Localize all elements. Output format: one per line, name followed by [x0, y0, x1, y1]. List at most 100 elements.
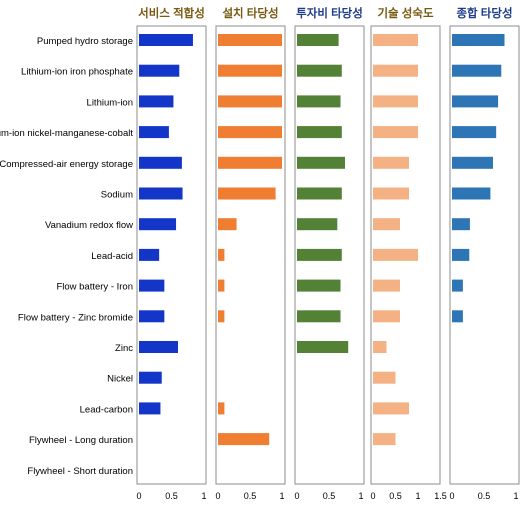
category-label: Lead-acid — [91, 251, 133, 262]
bar — [297, 341, 349, 353]
bar — [373, 310, 400, 323]
bar — [218, 64, 282, 77]
bar — [373, 34, 418, 46]
tick-label: 0 — [136, 491, 141, 501]
tick-label: 0.5 — [478, 491, 491, 501]
tick-label: 1.5 — [434, 491, 447, 501]
bar — [373, 64, 418, 77]
bar — [452, 156, 493, 169]
bar — [139, 248, 160, 261]
bar — [139, 402, 161, 415]
bar — [218, 402, 225, 415]
tick-label: 1 — [358, 491, 363, 501]
bar — [373, 371, 396, 384]
bar — [373, 156, 409, 169]
bar — [139, 95, 174, 108]
panel-frame — [136, 25, 207, 485]
tick-label: 0 — [449, 491, 454, 501]
category-label: Flow battery - Iron — [56, 282, 133, 293]
bar — [297, 187, 342, 200]
bar — [139, 34, 193, 46]
panel-frame — [215, 25, 286, 485]
bar — [452, 218, 470, 231]
panel-title: 종합 타당성 — [456, 6, 512, 20]
bar — [297, 310, 341, 323]
bar — [139, 279, 165, 292]
bar — [139, 341, 178, 353]
bar — [139, 218, 177, 231]
bar — [218, 187, 276, 200]
category-label: Lead-carbon — [80, 404, 133, 415]
tick-label: 0.5 — [165, 491, 178, 501]
bar — [373, 248, 418, 261]
bar — [218, 218, 237, 231]
category-label: Flywheel - Long duration — [29, 435, 133, 446]
category-label: Lithium-ion iron phosphate — [21, 67, 133, 78]
tick-label: 0.5 — [389, 491, 402, 501]
bar — [218, 156, 282, 169]
bar — [139, 156, 182, 169]
bar — [218, 279, 225, 292]
tick-label: 0.5 — [323, 491, 336, 501]
bar — [373, 433, 396, 446]
category-label: Nickel — [107, 374, 133, 385]
tick-label: 1 — [513, 491, 518, 501]
bar — [452, 310, 463, 323]
panel-title: 서비스 적합성 — [138, 6, 205, 20]
bar — [139, 126, 169, 139]
category-label: Sodium — [101, 190, 133, 201]
bar — [373, 95, 418, 108]
bar — [218, 310, 225, 323]
category-label: Lithium-ion nickel-manganese-cobalt — [0, 128, 133, 139]
panel-title: 투자비 타당성 — [296, 6, 363, 20]
category-label: Lithium-ion — [87, 97, 133, 108]
tick-label: 0.5 — [244, 491, 257, 501]
bar — [373, 402, 409, 415]
bar — [452, 126, 497, 139]
bar — [452, 95, 499, 108]
bar — [218, 95, 282, 108]
tick-label: 1 — [415, 491, 420, 501]
tick-label: 1 — [201, 491, 206, 501]
bar — [373, 187, 409, 200]
bar — [297, 218, 338, 231]
panel-frame — [449, 25, 520, 485]
category-label: Compressed-air energy storage — [0, 159, 133, 170]
bar — [218, 126, 282, 139]
bar — [373, 279, 400, 292]
panel-frame — [294, 25, 365, 485]
tick-label: 0 — [370, 491, 375, 501]
bar — [452, 34, 505, 46]
bar — [139, 310, 165, 323]
bar — [297, 34, 339, 46]
category-label: Flow battery - Zinc bromide — [18, 312, 133, 323]
bar — [452, 187, 491, 200]
panel-title: 설치 타당성 — [222, 6, 278, 20]
bar — [373, 218, 400, 231]
category-label: Zinc — [115, 343, 133, 354]
bar — [139, 371, 162, 384]
bar — [297, 126, 342, 139]
bar — [297, 156, 345, 169]
bar — [297, 279, 341, 292]
category-label: Vanadium redox flow — [45, 220, 133, 231]
bar — [218, 248, 225, 261]
bar — [452, 248, 470, 261]
panel-frame — [370, 25, 441, 485]
tick-label: 1 — [279, 491, 284, 501]
bar — [139, 64, 180, 77]
bar — [452, 64, 502, 77]
tick-label: 0 — [215, 491, 220, 501]
bar — [452, 279, 463, 292]
category-label: Pumped hydro storage — [37, 36, 133, 47]
bar — [218, 433, 270, 446]
bar — [218, 34, 282, 46]
bar — [297, 248, 342, 261]
panel-title: 기술 성숙도 — [377, 6, 434, 20]
bar — [297, 95, 341, 108]
bar — [297, 64, 342, 77]
category-label: Flywheel - Short duration — [27, 466, 133, 477]
tick-label: 0 — [294, 491, 299, 501]
bar — [139, 187, 183, 200]
